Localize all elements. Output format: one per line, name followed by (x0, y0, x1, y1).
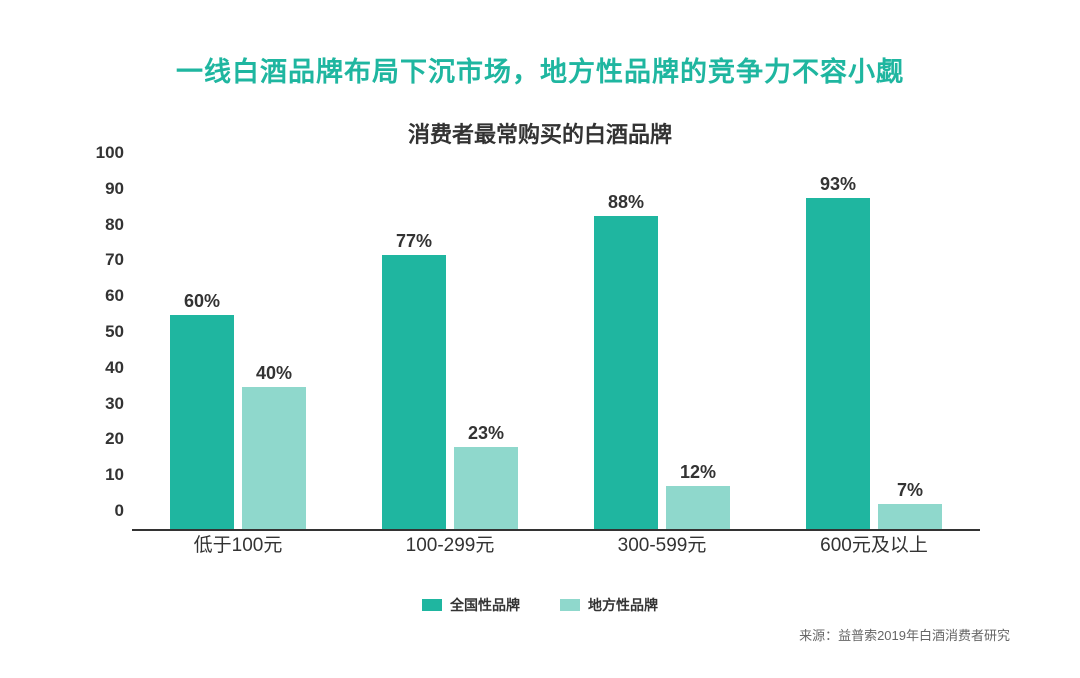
legend-swatch (560, 599, 580, 611)
bar-group: 60%40% (132, 173, 344, 529)
x-label: 100-299元 (344, 530, 556, 557)
y-tick: 0 (84, 501, 124, 521)
bar-value-label: 7% (878, 480, 942, 501)
y-tick: 40 (84, 358, 124, 378)
y-tick: 50 (84, 322, 124, 342)
legend-label: 地方性品牌 (588, 595, 658, 615)
chart-container: 一线白酒品牌布局下沉市场，地方性品牌的竞争力不容小觑 消费者最常购买的白酒品牌 … (0, 0, 1080, 678)
legend-swatch (422, 599, 442, 611)
bar: 77% (382, 255, 446, 529)
legend: 全国性品牌 地方性品牌 (60, 595, 1020, 615)
legend-label: 全国性品牌 (450, 595, 520, 615)
y-axis: 0102030405060708090100 (82, 173, 132, 531)
main-title: 一线白酒品牌布局下沉市场，地方性品牌的竞争力不容小觑 (60, 50, 1020, 89)
bar-value-label: 40% (242, 363, 306, 384)
x-label: 600元及以上 (768, 530, 980, 557)
bar: 7% (878, 504, 942, 529)
plot-area: 60%40%77%23%88%12%93%7% (132, 173, 980, 531)
legend-item: 地方性品牌 (560, 595, 658, 615)
bar-group: 88%12% (556, 173, 768, 529)
bar: 88% (594, 216, 658, 529)
bar-groups: 60%40%77%23%88%12%93%7% (132, 173, 980, 529)
source-text: 来源：益普索2019年白酒消费者研究 (60, 625, 1020, 644)
bar-value-label: 93% (806, 174, 870, 195)
bar: 23% (454, 447, 518, 529)
bar-value-label: 12% (666, 462, 730, 483)
bar-group: 77%23% (344, 173, 556, 529)
bar-group: 93% 7% (768, 173, 980, 529)
y-tick: 80 (84, 215, 124, 235)
y-tick: 90 (84, 179, 124, 199)
chart: 0102030405060708090100 60%40%77%23%88%12… (132, 173, 980, 553)
x-axis-labels: 低于100元100-299元300-599元600元及以上 (132, 530, 980, 557)
y-tick: 30 (84, 394, 124, 414)
bar: 60% (170, 315, 234, 529)
bar-value-label: 77% (382, 231, 446, 252)
bar-value-label: 88% (594, 192, 658, 213)
x-label: 300-599元 (556, 530, 768, 557)
sub-title: 消费者最常购买的白酒品牌 (60, 117, 1020, 149)
y-tick: 70 (84, 250, 124, 270)
y-tick: 10 (84, 465, 124, 485)
y-tick: 100 (84, 143, 124, 163)
bar: 12% (666, 486, 730, 529)
y-tick: 20 (84, 429, 124, 449)
bar-value-label: 23% (454, 423, 518, 444)
y-tick: 60 (84, 286, 124, 306)
legend-item: 全国性品牌 (422, 595, 520, 615)
bar: 40% (242, 387, 306, 529)
bar-value-label: 60% (170, 291, 234, 312)
bar: 93% (806, 198, 870, 529)
x-label: 低于100元 (132, 530, 344, 557)
